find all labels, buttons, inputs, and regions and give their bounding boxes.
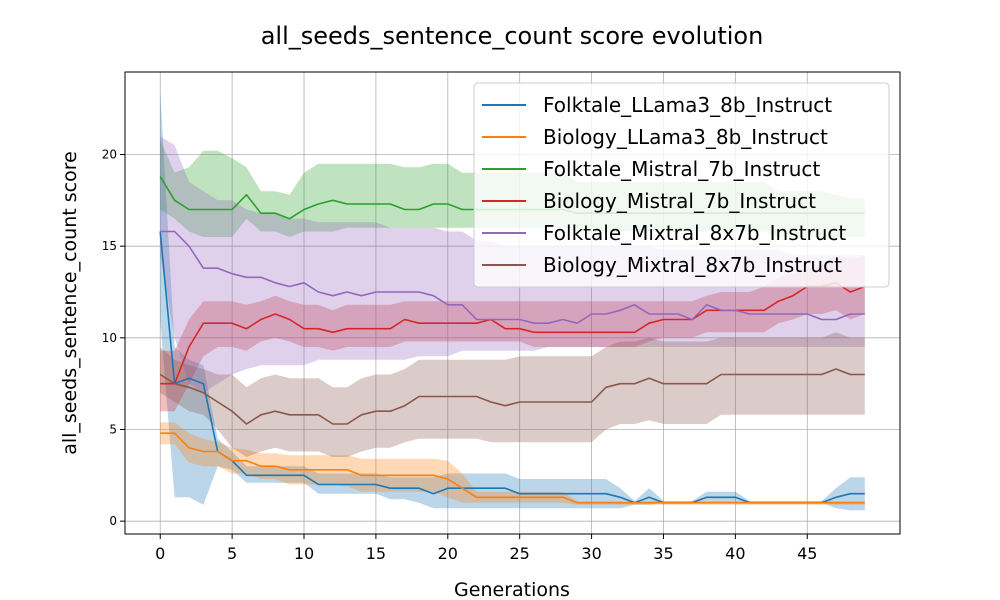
- x-tick-label: 20: [438, 544, 458, 563]
- legend-label: Folktale_Mistral_7b_Instruct: [543, 157, 820, 181]
- band-Biology_Mistral_7b_Instruct: [160, 255, 865, 412]
- y-tick-label: 20: [102, 148, 117, 162]
- x-tick-label: 35: [653, 544, 673, 563]
- chart-title: all_seeds_sentence_count score evolution: [261, 22, 764, 50]
- x-tick-label: 10: [294, 544, 314, 563]
- band-Folktale_LLama3_8b_Instruct: [160, 90, 865, 511]
- legend-label: Folktale_LLama3_8b_Instruct: [543, 93, 832, 117]
- legend-label: Biology_Mixtral_8x7b_Instruct: [543, 253, 842, 277]
- line-Biology_LLama3_8b_Instruct: [160, 432, 865, 504]
- x-tick-label: 25: [510, 544, 530, 563]
- x-axis-label: Generations: [454, 579, 570, 600]
- x-tick-label: 0: [155, 544, 165, 563]
- legend-label: Biology_LLama3_8b_Instruct: [543, 125, 828, 149]
- plot-frame: [124, 71, 901, 535]
- y-tick-label: 10: [102, 331, 117, 345]
- y-axis-ticks: 0 5 10 15 20: [102, 148, 125, 528]
- x-tick-label: 5: [227, 544, 237, 563]
- band-Biology_Mixtral_8x7b_Instruct: [160, 332, 865, 457]
- legend: Folktale_LLama3_8b_Instruct Biology_LLama…: [473, 82, 890, 288]
- legend-label: Folktale_Mixtral_8x7b_Instruct: [543, 221, 846, 245]
- x-tick-label: 45: [797, 544, 817, 563]
- y-tick-label: 5: [109, 423, 117, 437]
- x-tick-label: 30: [581, 544, 601, 563]
- x-tick-label: 15: [366, 544, 386, 563]
- x-tick-label: 40: [725, 544, 745, 563]
- line-Biology_Mistral_7b_Instruct: [160, 281, 866, 385]
- x-axis-ticks: 0 5 10 15 20 25 30 35 40 45: [155, 534, 817, 563]
- y-tick-label: 15: [102, 239, 117, 253]
- legend-box: [473, 82, 890, 288]
- line-Biology_Mixtral_8x7b_Instruct: [159, 368, 865, 425]
- y-axis-label: all_seeds_sentence_count score: [59, 151, 81, 455]
- line-Folktale_Mixtral_8x7b_Instruct: [160, 230, 865, 325]
- legend-label: Biology_Mistral_7b_Instruct: [543, 189, 816, 213]
- line-Folktale_LLama3_8b_Instruct: [159, 231, 865, 504]
- y-tick-label: 0: [109, 514, 117, 528]
